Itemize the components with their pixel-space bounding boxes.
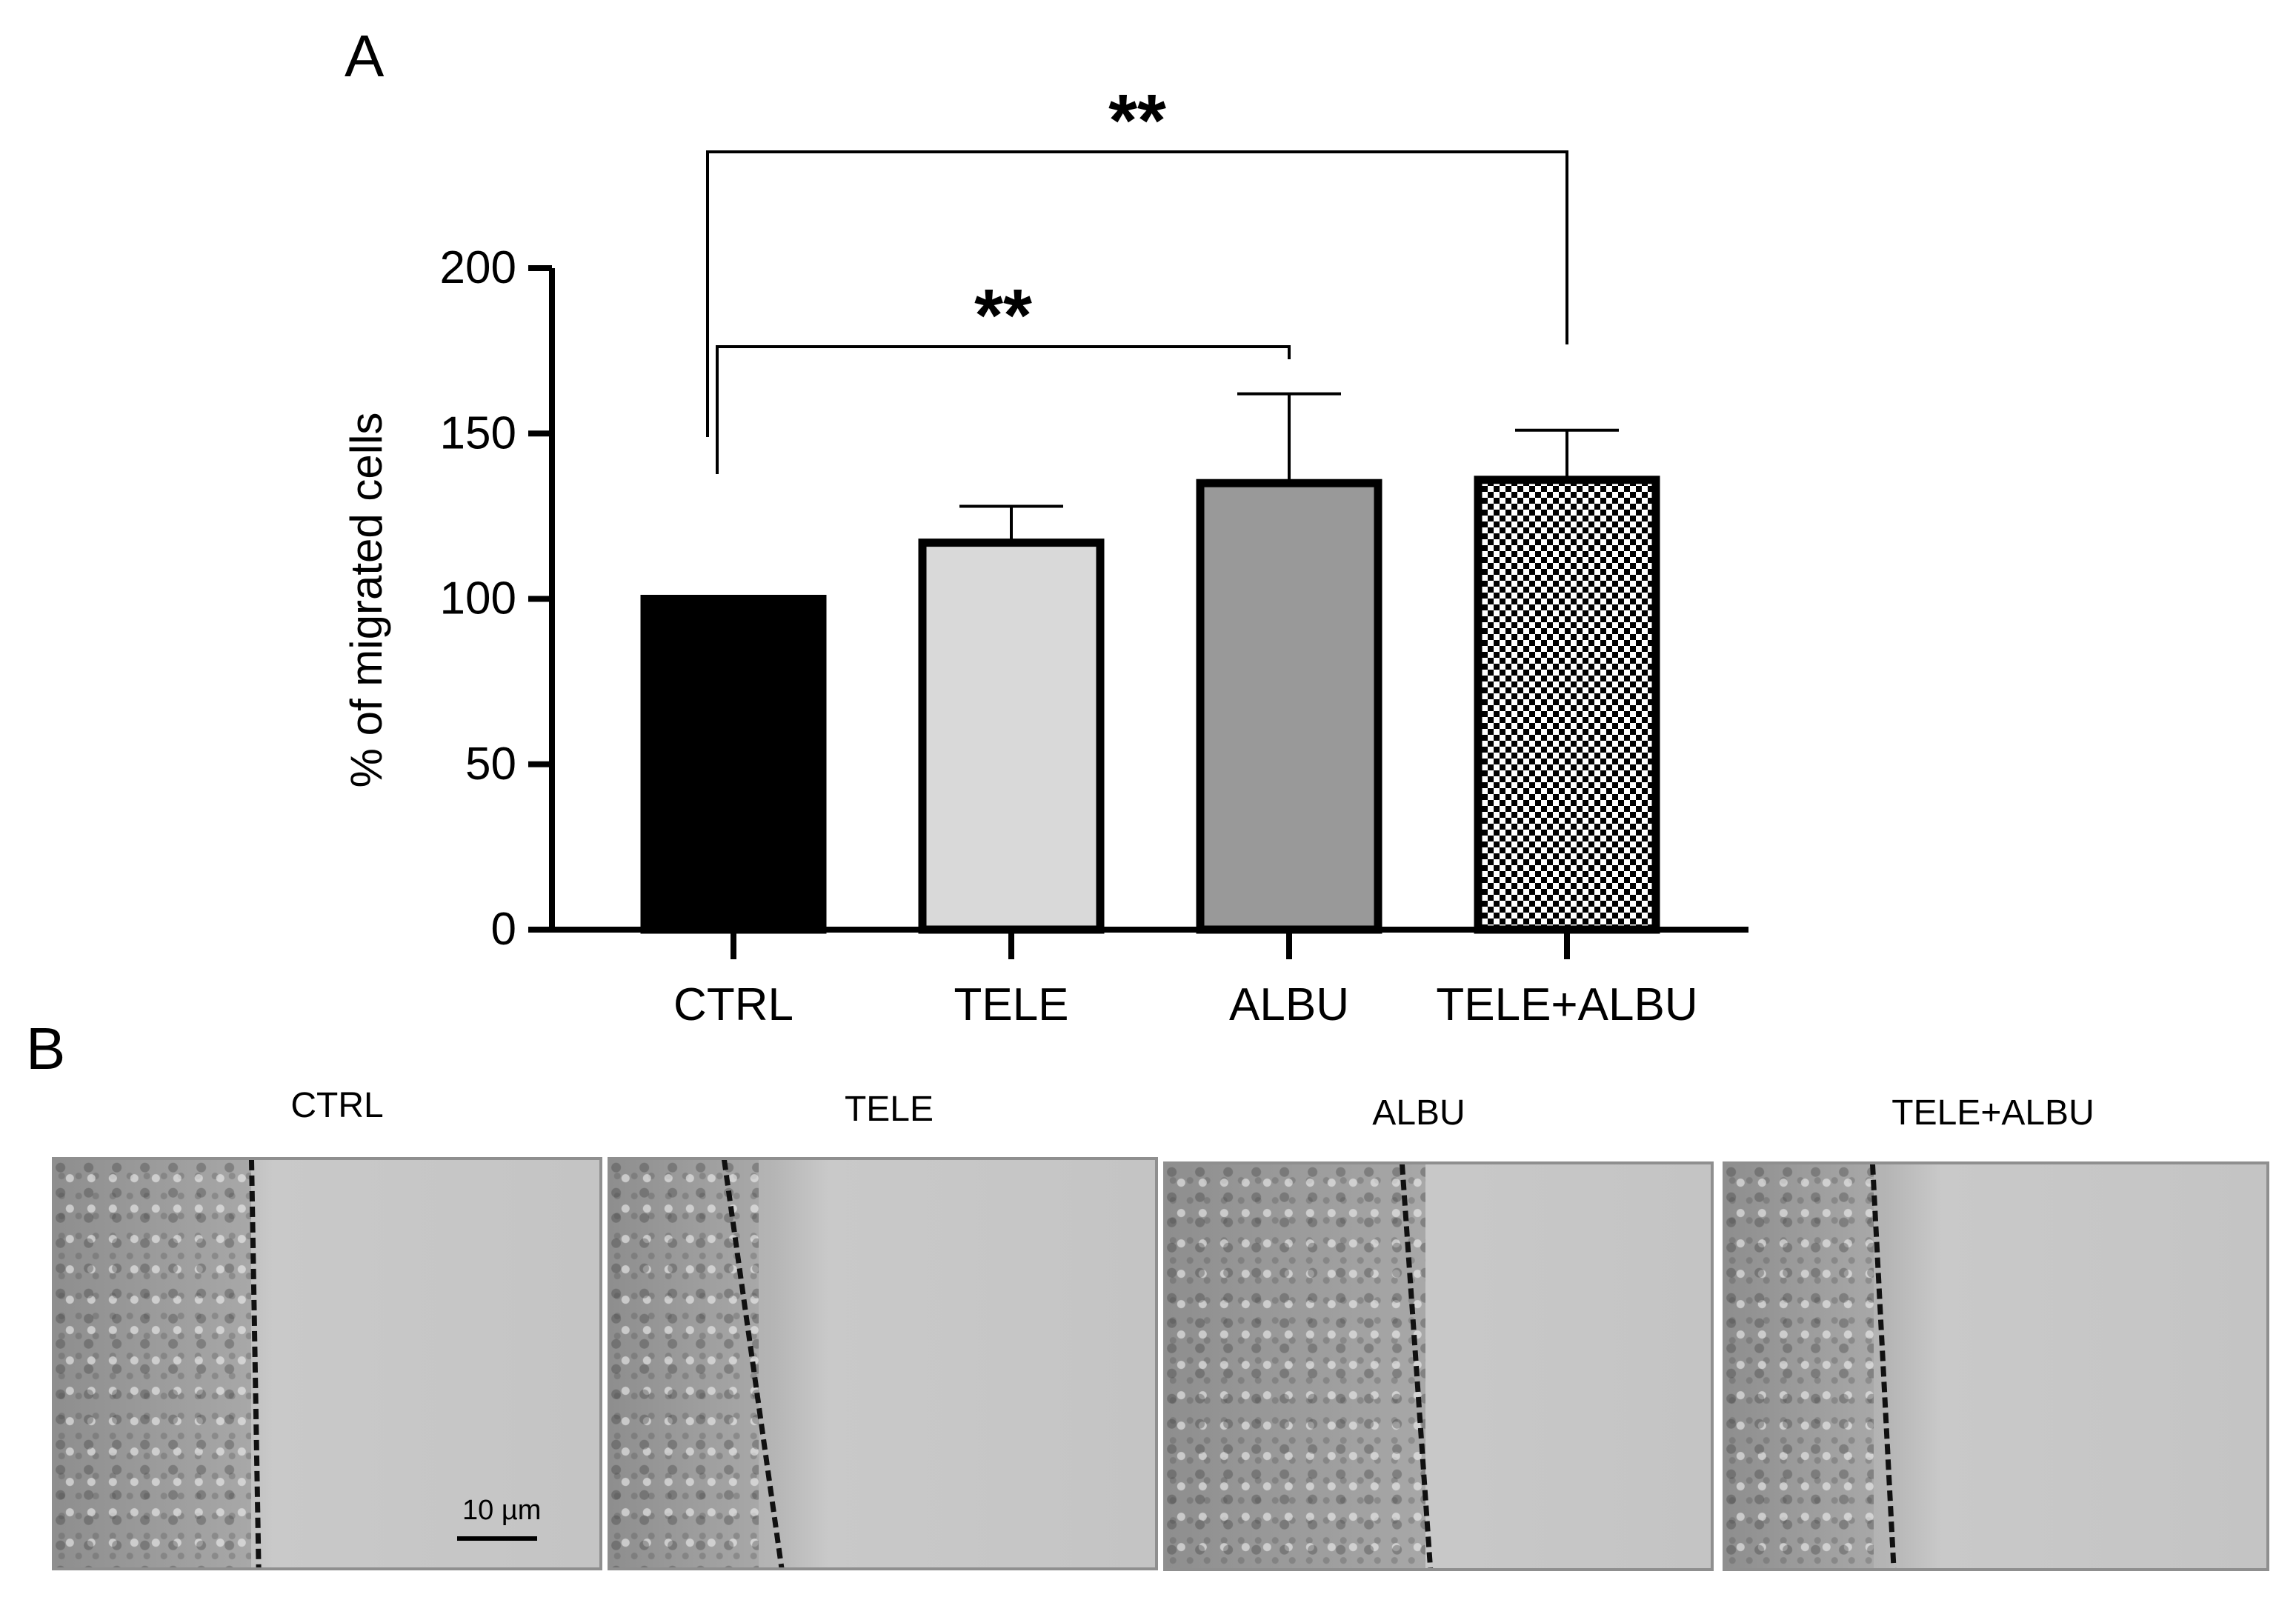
micrograph-title-ctrl: CTRL [290, 1086, 384, 1125]
x-tick-label: TELE [954, 979, 1068, 1030]
y-axis-label: % of migrated cells [342, 413, 391, 788]
micrograph-tele-albu [1723, 1161, 2269, 1571]
cell-monolayer [55, 1160, 251, 1567]
scale-bar-label: 10 µm [462, 1495, 542, 1526]
y-tick-label: 50 [465, 739, 516, 790]
significance-bracket [716, 345, 1291, 474]
micrograph-ctrl: 10 µm [52, 1157, 602, 1570]
micrograph-title-albu: ALBU [1372, 1093, 1465, 1133]
wound-edge-line [1870, 1164, 1897, 1568]
micrograph-albu [1163, 1161, 1714, 1571]
y-tick-label: 100 [440, 573, 516, 624]
y-tick-label: 200 [440, 242, 516, 293]
bar-tele [918, 539, 1105, 934]
bar-ctrl [640, 595, 827, 934]
cell-monolayer [1166, 1164, 1425, 1568]
scale-bar [457, 1536, 537, 1541]
x-tick-label: ALBU [1229, 979, 1349, 1030]
micrograph-tele [608, 1157, 1158, 1570]
cell-monolayer [1726, 1164, 1874, 1568]
panel-label-b: B [26, 1016, 66, 1081]
bar-tele-albu [1474, 476, 1660, 934]
x-tick-label: TELE+ALBU [1436, 979, 1697, 1030]
panel-label-a: A [345, 23, 385, 89]
micrograph-title-tele-albu: TELE+ALBU [1891, 1093, 2094, 1133]
bar-chart: 0 50 100 150 200 CTRL TELE ALBU TELE+ALBU ** ** %… [342, 79, 1748, 1030]
y-tick-label: 150 [440, 407, 516, 459]
y-tick-label: 0 [491, 904, 516, 955]
significance-label: ** [974, 274, 1032, 357]
significance-label: ** [1108, 79, 1166, 162]
significance-bracket [706, 150, 1568, 437]
bar-albu [1196, 479, 1382, 934]
cell-monolayer [610, 1160, 759, 1567]
x-tick-label: CTRL [673, 979, 793, 1030]
micrograph-title-tele: TELE [844, 1090, 934, 1129]
